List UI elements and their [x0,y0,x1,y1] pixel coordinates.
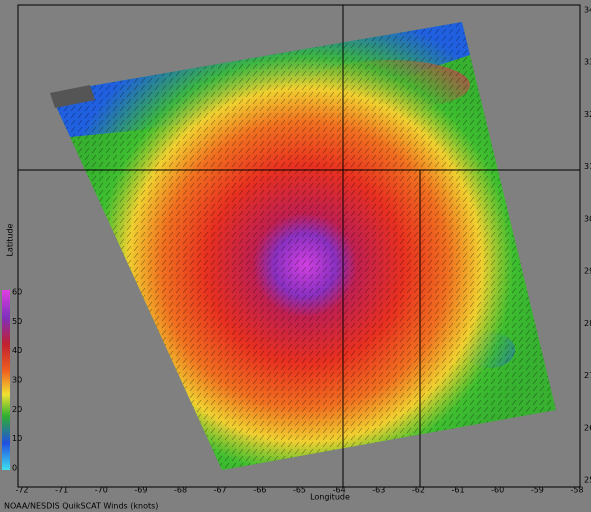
y-tick-label: 25 [584,476,591,485]
y-tick-label: 28 [584,319,591,328]
colorbar-label: 60 [12,288,22,297]
x-tick-label: -69 [134,486,147,495]
colorbar-label: 20 [12,405,22,414]
x-tick-label: -64 [333,486,346,495]
colorbar-label: 30 [12,376,22,385]
y-tick-label: 34 [584,6,591,15]
x-tick-label: -67 [214,486,227,495]
no-data-patch [50,85,95,108]
x-tick-label: -63 [372,486,385,495]
colorbar-label: 10 [12,434,22,443]
x-tick-label: -58 [570,486,583,495]
x-tick-label: -66 [253,486,266,495]
x-tick-label: -71 [55,486,68,495]
colorbar-label: 50 [12,317,22,326]
y-tick-label: 31 [584,162,591,171]
colorbar-label: 0 [12,464,17,473]
y-tick-label: 29 [584,267,591,276]
y-tick-label: 30 [584,214,591,223]
y-tick-label: 32 [584,110,591,119]
grid [18,5,580,487]
footer: NOAA/NESDIS QuikSCAT Winds (knots) [4,502,158,511]
x-tick-label: -70 [95,486,108,495]
x-tick-label: -72 [15,486,28,495]
y-tick-label: 27 [584,371,591,380]
colorbar [2,290,10,470]
frame [17,4,581,488]
x-tick-label: -65 [293,486,306,495]
y-tick-label: 33 [584,58,591,67]
colorbar-label: 40 [12,346,22,355]
x-tick-label: -61 [452,486,465,495]
x-axis-title: Longitude [310,493,350,502]
x-tick-label: -68 [174,486,187,495]
y-axis-title: Latitude [6,223,15,256]
x-tick-label: -59 [531,486,544,495]
x-tick-label: -62 [412,486,425,495]
x-tick-label: -60 [491,486,504,495]
y-tick-label: 26 [584,423,591,432]
